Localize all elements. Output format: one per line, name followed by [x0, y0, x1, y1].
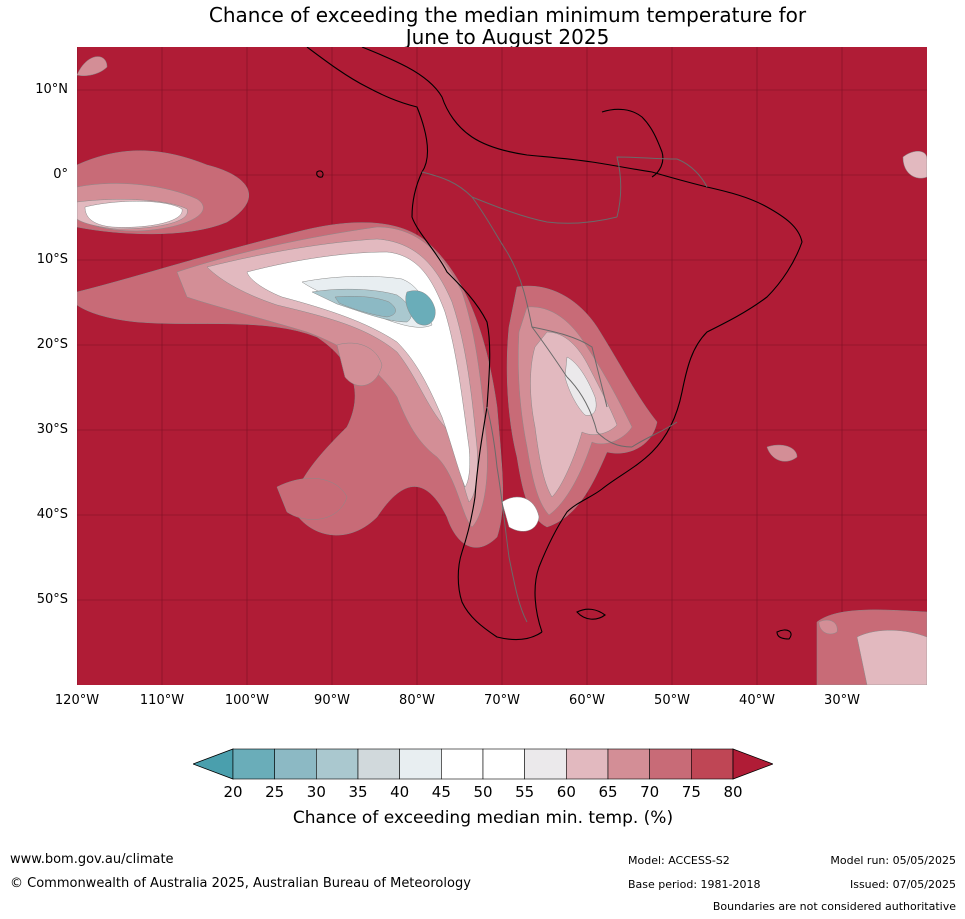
colorbar-tick-label: 65 — [598, 783, 618, 801]
country-borders — [421, 156, 708, 623]
colorbar-over-arrow — [732, 748, 775, 780]
colorbar-tick-label: 30 — [306, 783, 326, 801]
colorbar-segment — [441, 748, 484, 780]
title-line-1: Chance of exceeding the median minimum t… — [208, 3, 807, 27]
colorbar-segment — [691, 748, 734, 780]
lon-label-70w: 70°W — [484, 693, 520, 708]
colorbar-segment — [649, 748, 692, 780]
colorbar-tick-label: 45 — [431, 783, 451, 801]
colorbar-tick-label: 20 — [223, 783, 243, 801]
colorbar-segment — [566, 748, 609, 780]
lat-label-10n: 10°N — [35, 82, 68, 97]
colorbar — [191, 748, 775, 786]
lon-label-80w: 80°W — [399, 693, 435, 708]
lon-label-100w: 100°W — [224, 693, 270, 708]
title-line-2: June to August 2025 — [405, 25, 610, 49]
colorbar-tick-label: 80 — [723, 783, 743, 801]
lon-label-50w: 50°W — [654, 693, 690, 708]
colorbar-tick-label: 75 — [681, 783, 701, 801]
footer-issued: Issued: 07/05/2025 — [849, 878, 956, 891]
colorbar-segment — [274, 748, 317, 780]
lon-label-40w: 40°W — [739, 693, 775, 708]
probability-contours — [77, 56, 927, 685]
colorbar-graphic — [191, 748, 775, 780]
colorbar-segment — [607, 748, 650, 780]
colorbar-segment — [232, 748, 275, 780]
lon-label-120w: 120°W — [54, 693, 100, 708]
colorbar-under-arrow — [191, 748, 234, 780]
footer-model: Model: ACCESS-S2 — [628, 854, 730, 867]
colorbar-tick-label: 40 — [390, 783, 410, 801]
lon-label-30w: 30°W — [824, 693, 860, 708]
colorbar-segment — [357, 748, 400, 780]
colorbar-segment — [482, 748, 525, 780]
footer-url: www.bom.gov.au/climate — [10, 852, 174, 867]
lat-label-40s: 40°S — [36, 507, 68, 522]
colorbar-label: Chance of exceeding median min. temp. (%… — [292, 808, 674, 828]
colorbar-tick-label: 60 — [556, 783, 576, 801]
map-title: Chance of exceeding the median minimum t… — [0, 4, 965, 48]
map-panel — [77, 47, 927, 685]
colorbar-tick-label: 55 — [515, 783, 535, 801]
colorbar-tick-label: 25 — [265, 783, 285, 801]
colorbar-segment — [399, 748, 442, 780]
footer-disclaimer: Boundaries are not considered authoritat… — [712, 900, 956, 913]
colorbar-tick-label: 35 — [348, 783, 368, 801]
colorbar-segment — [316, 748, 359, 780]
coastlines — [306, 47, 803, 641]
lat-label-30s: 30°S — [36, 422, 68, 437]
colorbar-tick-label: 70 — [640, 783, 660, 801]
probability-map — [77, 47, 927, 685]
lon-label-90w: 90°W — [314, 693, 350, 708]
lon-label-110w: 110°W — [139, 693, 185, 708]
footer-base-period: Base period: 1981-2018 — [628, 878, 761, 891]
colorbar-segment — [524, 748, 567, 780]
footer-copyright: © Commonwealth of Australia 2025, Austra… — [10, 876, 471, 891]
lat-label-50s: 50°S — [36, 592, 68, 607]
lon-label-60w: 60°W — [569, 693, 605, 708]
lat-label-20s: 20°S — [36, 337, 68, 352]
colorbar-tick-label: 50 — [473, 783, 493, 801]
footer-model-run: Model run: 05/05/2025 — [830, 854, 956, 867]
lat-label-10s: 10°S — [36, 252, 68, 267]
colorbar-segments — [232, 748, 734, 780]
lat-label-0: 0° — [53, 167, 68, 182]
